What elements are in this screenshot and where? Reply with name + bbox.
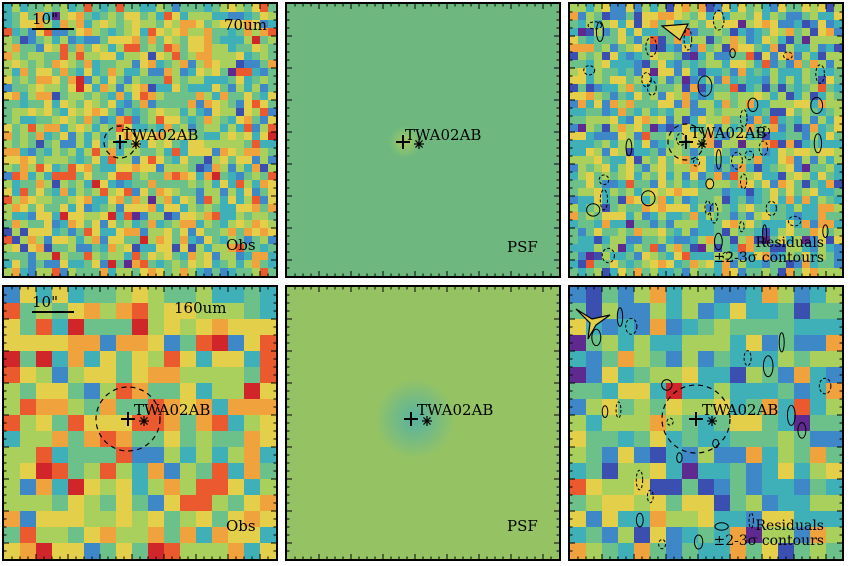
residuals-label: Residuals ±2-3σ contours xyxy=(713,519,824,548)
aperture-circle xyxy=(95,386,161,452)
psf-panel-70um: TWA02AB PSF xyxy=(285,2,561,278)
panel-label: PSF xyxy=(507,517,538,535)
band-label: 70um xyxy=(224,16,267,34)
residuals-label-line1: Residuals xyxy=(755,235,824,251)
residuals-panel-160um: TWA02AB Residuals ±2-3σ contours xyxy=(568,285,844,561)
psf-map-70um xyxy=(287,4,559,276)
source-marker xyxy=(95,386,161,452)
obs-panel-70um: 10" 70um TWA02AB Obs xyxy=(2,2,278,278)
source-marker xyxy=(103,125,141,159)
source-label: TWA02AB xyxy=(122,126,199,144)
residuals-label: Residuals ±2-3σ contours xyxy=(713,236,824,265)
residual-contour-feature xyxy=(660,23,690,41)
psf-background xyxy=(287,4,559,276)
source-label: TWA02AB xyxy=(405,126,482,144)
source-marker xyxy=(667,123,707,161)
scale-bar-label: 10" xyxy=(32,10,58,28)
axis-ticks xyxy=(570,4,842,276)
source-label: TWA02AB xyxy=(702,401,779,419)
residuals-label-line1: Residuals xyxy=(755,518,824,534)
source-marker xyxy=(396,135,424,149)
panel-label: Obs xyxy=(226,517,256,535)
residuals-map-160um xyxy=(570,287,842,559)
axis-ticks xyxy=(4,287,276,559)
psf-panel-160um: TWA02AB PSF xyxy=(285,285,561,561)
axis-ticks xyxy=(287,4,559,276)
obs-map-70um xyxy=(4,4,276,276)
obs-pixels-70um xyxy=(4,4,276,276)
axis-ticks xyxy=(4,4,276,276)
source-label: TWA02AB xyxy=(134,401,211,419)
psf-map-160um xyxy=(287,287,559,559)
residual-pixels-70um xyxy=(570,4,842,276)
panel-label: Obs xyxy=(226,236,256,254)
residual-contour-feature xyxy=(575,308,611,340)
source-label: TWA02AB xyxy=(690,124,767,142)
residuals-label-line2: ±2-3σ contours xyxy=(713,249,824,266)
source-label: TWA02AB xyxy=(417,401,494,419)
source-marker xyxy=(661,384,731,454)
residual-contours xyxy=(591,307,832,550)
residuals-label-line2: ±2-3σ contours xyxy=(713,532,824,549)
obs-map-160um xyxy=(4,287,276,559)
source-marker xyxy=(404,412,432,426)
scale-bar-label: 10" xyxy=(32,293,58,311)
residuals-map-70um xyxy=(570,4,842,276)
panel-label: PSF xyxy=(507,238,538,256)
residuals-panel-70um: TWA02AB Residuals ±2-3σ contours xyxy=(568,2,844,278)
obs-pixels-160um xyxy=(4,287,276,559)
obs-panel-160um: 10" 160um TWA02AB Obs xyxy=(2,285,278,561)
axis-ticks xyxy=(570,287,842,559)
axis-ticks xyxy=(287,287,559,559)
aperture-circle xyxy=(661,384,731,454)
band-label: 160um xyxy=(174,299,227,317)
